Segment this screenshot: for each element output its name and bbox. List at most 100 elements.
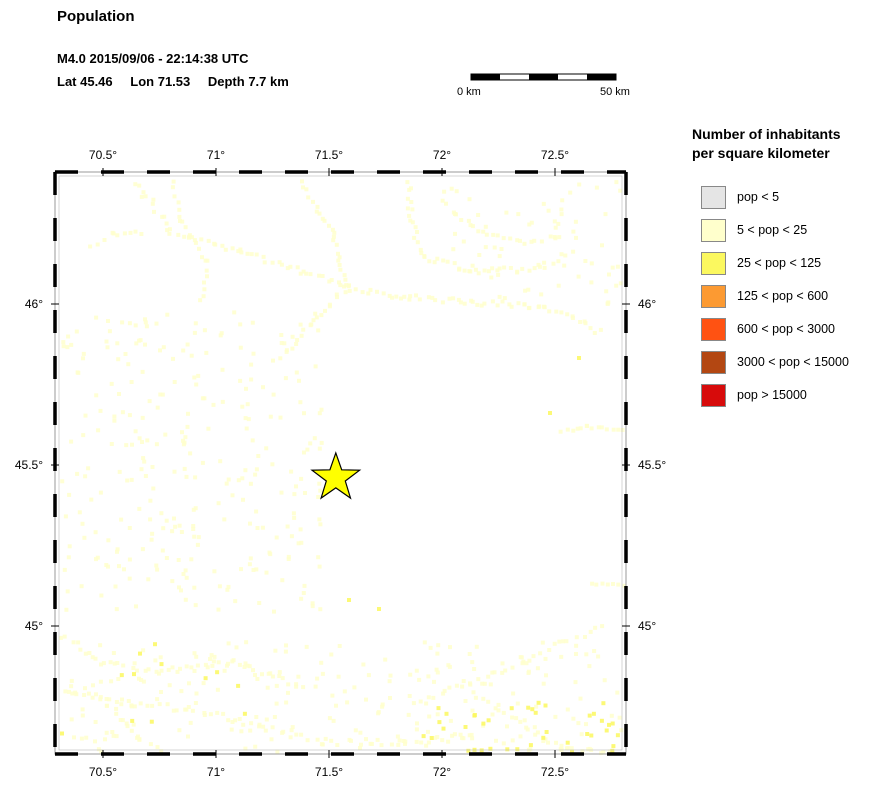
population-cell xyxy=(323,308,327,313)
legend-item: pop < 5 xyxy=(692,186,867,219)
population-cell xyxy=(585,732,590,736)
lon-tick-label: 72° xyxy=(433,765,451,779)
population-cell xyxy=(186,734,190,739)
population-cell xyxy=(155,697,160,702)
population-cell xyxy=(389,742,394,747)
population-cell xyxy=(315,204,320,209)
population-cell xyxy=(98,643,103,648)
population-cell xyxy=(552,235,557,239)
population-cell xyxy=(177,585,181,590)
population-cell xyxy=(578,426,583,431)
population-cell xyxy=(153,658,158,663)
population-cell xyxy=(159,662,164,667)
population-cell xyxy=(474,644,479,649)
population-cell xyxy=(181,438,185,443)
population-cell xyxy=(64,607,69,612)
map-graticule-labels: 70.5° 70.5° 71° 71° 71.5° 71.5° 72° 72° 72.5° 72.… xyxy=(15,148,667,779)
population-cell xyxy=(611,582,615,586)
population-cell xyxy=(522,718,527,723)
population-cell xyxy=(94,692,98,697)
population-cell xyxy=(61,340,66,345)
population-cell xyxy=(236,249,241,254)
population-cell xyxy=(133,429,138,434)
population-cell xyxy=(288,735,293,740)
population-cell xyxy=(432,260,437,265)
population-cell xyxy=(77,510,82,515)
population-cell xyxy=(60,731,64,736)
population-cell xyxy=(93,720,98,724)
population-cell xyxy=(238,322,243,327)
population-cell xyxy=(543,737,548,742)
population-cell xyxy=(488,746,493,751)
population-cell xyxy=(83,686,87,691)
population-cell xyxy=(419,251,424,256)
population-cell xyxy=(139,678,144,682)
legend-label: pop < 5 xyxy=(737,190,780,204)
population-cell xyxy=(542,260,547,265)
population-cell xyxy=(117,392,121,396)
population-cell xyxy=(490,299,495,304)
population-cell xyxy=(144,324,149,329)
population-cell xyxy=(62,567,67,572)
population-cell xyxy=(319,742,324,747)
population-cell xyxy=(486,699,491,704)
population-cell xyxy=(148,498,153,503)
population-cell xyxy=(467,652,472,656)
population-cell xyxy=(158,348,162,353)
population-cell xyxy=(69,684,74,689)
population-cell xyxy=(479,748,484,753)
population-cell xyxy=(148,742,153,747)
population-cell xyxy=(336,674,341,679)
population-cell xyxy=(158,392,163,397)
population-cell xyxy=(466,218,471,223)
population-cell xyxy=(593,625,598,630)
population-cell xyxy=(402,294,407,299)
population-cell xyxy=(596,425,601,430)
population-cell xyxy=(261,724,266,729)
population-cell xyxy=(494,738,498,743)
population-cell xyxy=(241,497,245,502)
population-cell xyxy=(86,466,91,471)
population-cell xyxy=(318,488,323,493)
population-cell xyxy=(205,665,210,670)
population-cell xyxy=(360,290,365,295)
population-cell xyxy=(599,751,604,756)
population-cell xyxy=(480,681,485,686)
population-cell xyxy=(177,523,182,528)
population-cell xyxy=(290,334,295,339)
population-cell xyxy=(141,456,146,461)
population-cell xyxy=(500,299,505,304)
population-cell xyxy=(298,400,303,405)
population-cell xyxy=(192,585,197,590)
population-cell xyxy=(470,263,475,268)
population-cell xyxy=(317,446,322,451)
population-cell xyxy=(187,681,191,686)
population-cell xyxy=(202,287,207,292)
population-cell xyxy=(72,735,76,740)
population-cell xyxy=(286,682,291,687)
population-cell xyxy=(294,484,298,489)
population-cell xyxy=(179,689,184,694)
lon-tick-label: 71° xyxy=(207,148,225,162)
population-cell xyxy=(70,691,75,696)
population-cell xyxy=(143,474,148,478)
population-cell xyxy=(155,745,160,750)
population-cell xyxy=(331,234,336,239)
population-cell xyxy=(154,442,159,447)
population-cell xyxy=(170,185,175,190)
population-cell xyxy=(366,291,371,296)
population-cell xyxy=(500,670,505,675)
population-cell xyxy=(284,349,289,354)
population-cell xyxy=(419,740,424,745)
population-cell xyxy=(490,712,495,717)
population-cell xyxy=(610,721,615,726)
population-cell xyxy=(165,312,170,317)
map-frame xyxy=(53,170,628,756)
population-cell xyxy=(298,527,303,532)
legend-label: 600 < pop < 3000 xyxy=(737,322,836,336)
population-cell xyxy=(358,730,363,735)
population-cell xyxy=(541,735,546,740)
population-cell xyxy=(532,238,537,243)
population-cell xyxy=(395,734,400,739)
population-cell xyxy=(180,430,184,435)
